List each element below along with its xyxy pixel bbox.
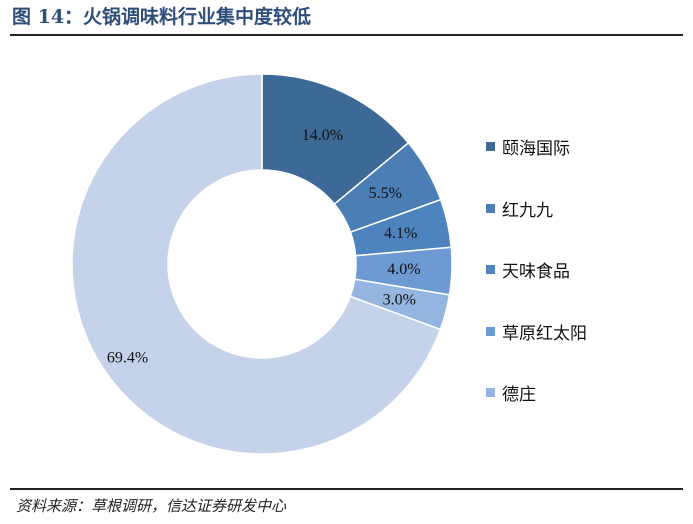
- legend-label: 红九九: [502, 200, 553, 221]
- legend-item: 颐海国际: [486, 116, 587, 178]
- legend-swatch: [486, 203, 495, 213]
- legend: 颐海国际 红九九 天味食品 草原红太阳 德庄: [486, 116, 587, 424]
- legend-label: 天味食品: [502, 262, 570, 283]
- legend-item: 草原红太阳: [486, 301, 587, 363]
- slice-label: 5.5%: [369, 185, 402, 202]
- chart-title: 图 14：火锅调味料行业集中度较低: [12, 6, 312, 28]
- donut-slice: [71, 73, 442, 455]
- slice-label: 14.0%: [302, 127, 343, 144]
- legend-label: 颐海国际: [502, 139, 570, 160]
- slice-label: 3.0%: [383, 292, 416, 309]
- bottom-rule: [10, 488, 683, 490]
- top-rule: [10, 34, 683, 36]
- legend-swatch: [486, 142, 495, 152]
- legend-item: 天味食品: [486, 239, 587, 301]
- slice-label: 4.1%: [384, 225, 417, 242]
- legend-label: 草原红太阳: [502, 323, 587, 344]
- legend-swatch: [486, 388, 495, 398]
- slice-label: 4.0%: [387, 261, 420, 278]
- slice-label: 69.4%: [107, 349, 148, 366]
- legend-label: 德庄: [502, 385, 536, 406]
- legend-swatch: [486, 265, 495, 275]
- source-note: 资料来源：草根调研，信达证券研发中心: [16, 497, 287, 515]
- legend-item: 德庄: [486, 362, 587, 424]
- legend-swatch: [486, 326, 495, 336]
- legend-item: 红九九: [486, 178, 587, 240]
